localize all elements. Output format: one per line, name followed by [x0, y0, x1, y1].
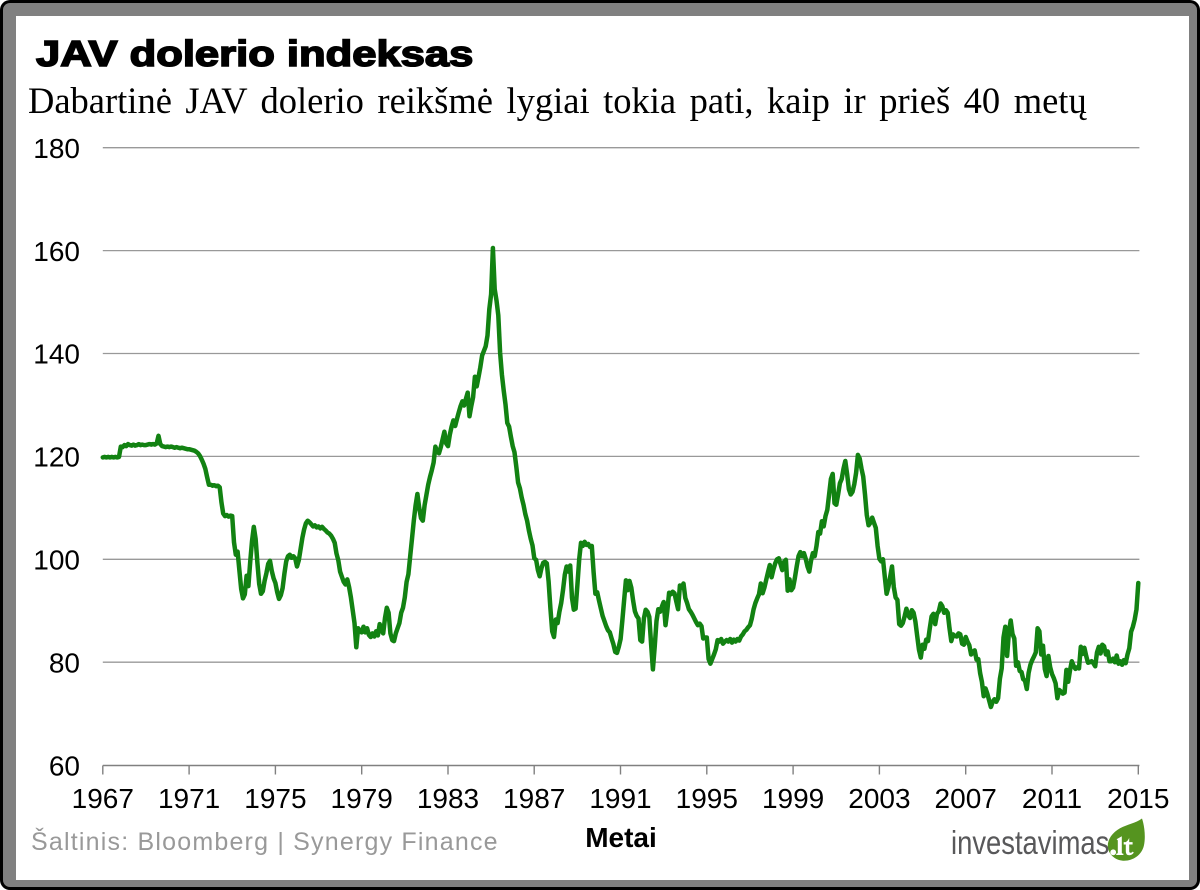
svg-text:1979: 1979 [331, 783, 393, 814]
svg-text:80: 80 [49, 647, 80, 678]
svg-text:2003: 2003 [848, 783, 910, 814]
svg-text:1975: 1975 [244, 783, 306, 814]
svg-text:160: 160 [33, 236, 80, 267]
svg-text:2015: 2015 [1107, 783, 1169, 814]
svg-text:140: 140 [33, 339, 80, 370]
svg-text:2011: 2011 [1022, 783, 1082, 814]
svg-text:2007: 2007 [935, 783, 997, 814]
svg-text:1971: 1971 [158, 783, 220, 814]
svg-text:100: 100 [33, 545, 80, 576]
svg-text:120: 120 [33, 442, 80, 473]
svg-text:1991: 1991 [589, 783, 651, 814]
svg-text:1987: 1987 [503, 783, 565, 814]
svg-text:1967: 1967 [72, 783, 134, 814]
svg-text:60: 60 [49, 750, 80, 781]
svg-text:1999: 1999 [762, 783, 824, 814]
svg-text:1995: 1995 [676, 783, 738, 814]
svg-text:180: 180 [33, 133, 80, 164]
svg-text:1983: 1983 [417, 783, 479, 814]
